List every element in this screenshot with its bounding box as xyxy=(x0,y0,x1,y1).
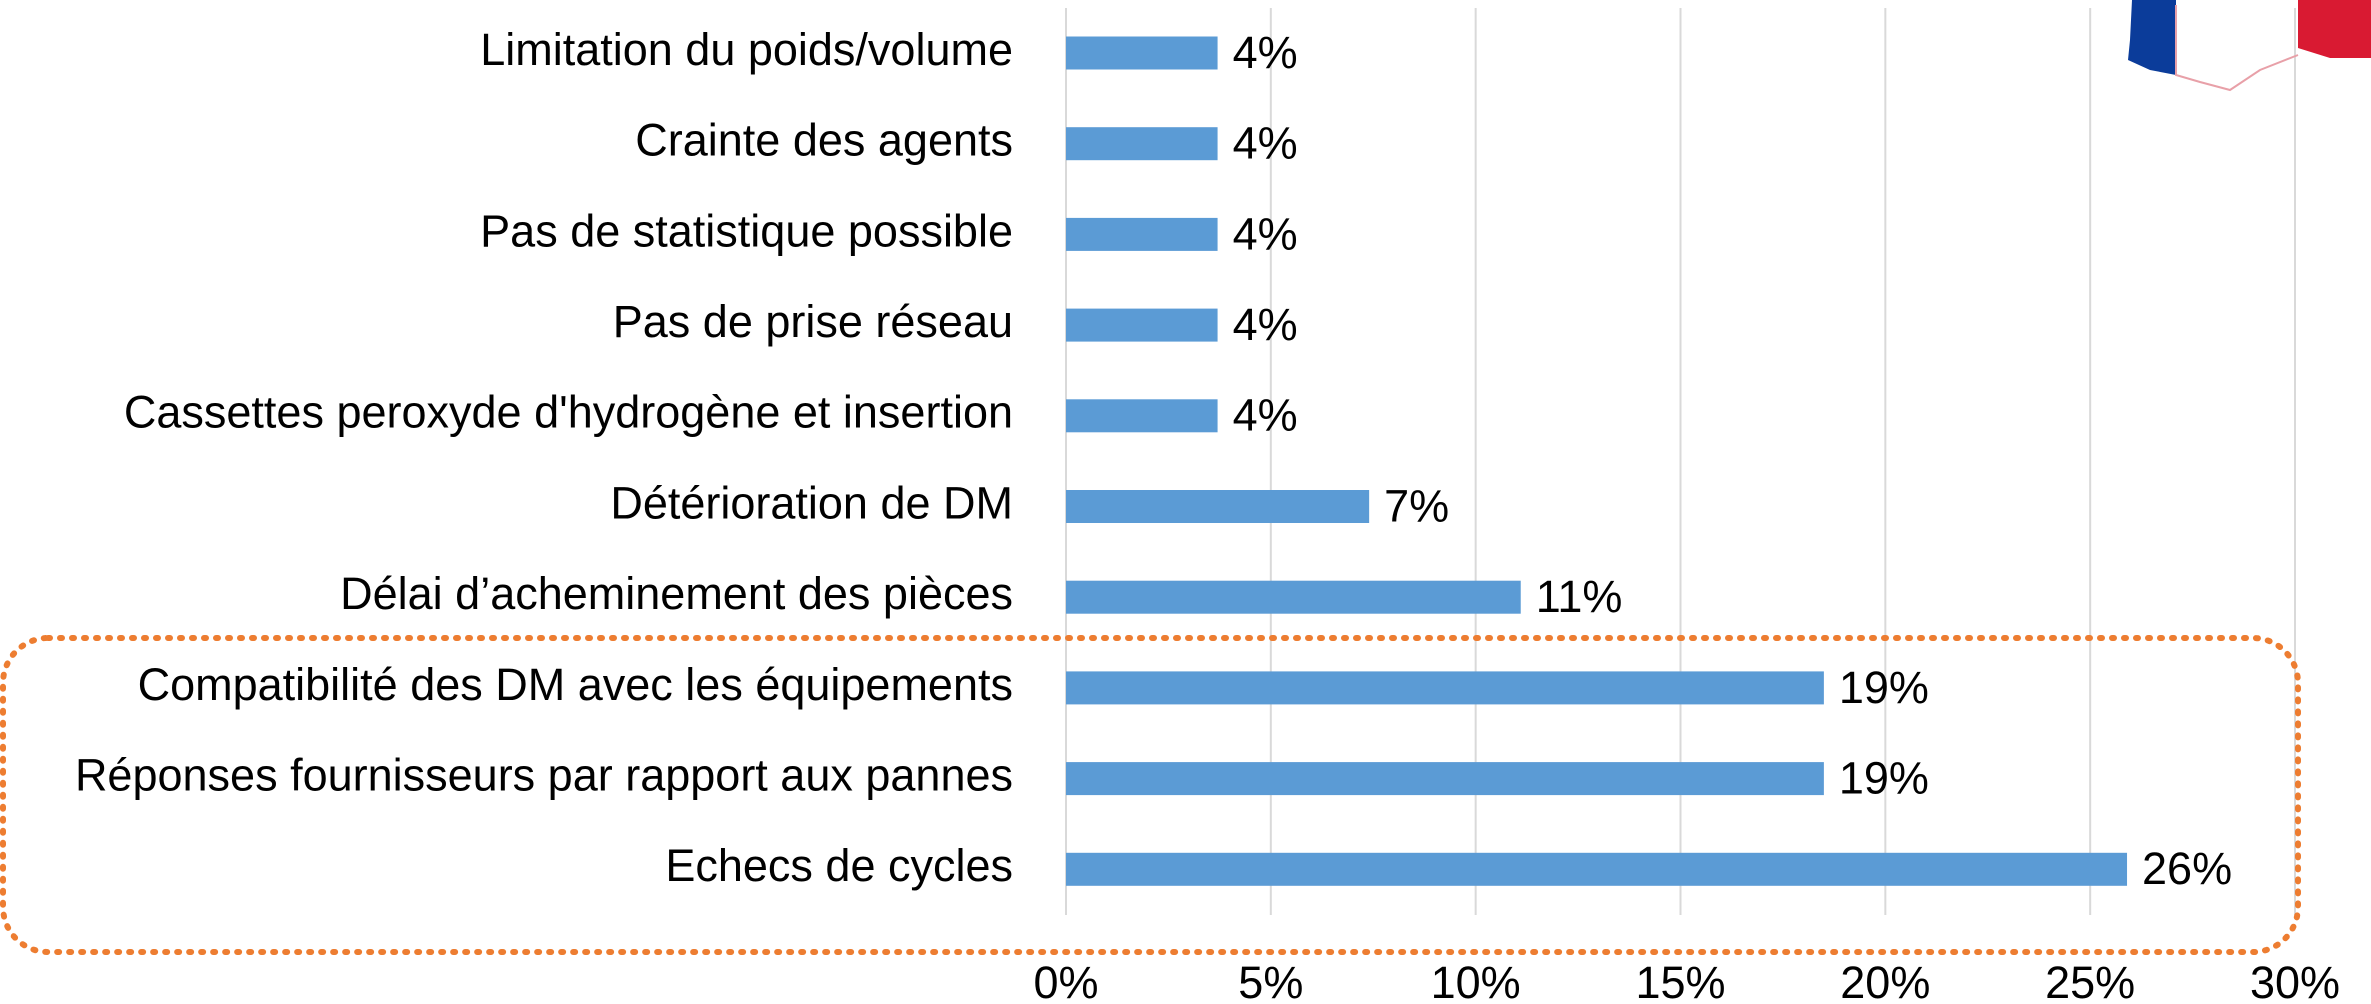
y-tick-label: Cassettes peroxyde d'hydrogène et insert… xyxy=(124,387,1013,438)
data-label: 11% xyxy=(1536,571,1623,622)
bar xyxy=(1066,217,1218,251)
data-label: 26% xyxy=(2142,843,2232,894)
data-label: 4% xyxy=(1233,27,1298,78)
y-tick-label: Délai d’acheminement des pièces xyxy=(340,568,1013,619)
data-label: 7% xyxy=(1384,480,1449,531)
x-tick-label: 10% xyxy=(1431,957,1521,1004)
flag-blue xyxy=(2128,0,2176,75)
x-tick-label: 0% xyxy=(1033,957,1098,1004)
bar xyxy=(1066,399,1218,433)
flag-outline xyxy=(2175,5,2299,92)
y-tick-label: Echecs de cycles xyxy=(665,840,1013,891)
bar xyxy=(1066,580,1521,614)
y-tick-label: Pas de prise réseau xyxy=(613,296,1013,347)
data-label: 19% xyxy=(1839,752,1929,803)
x-tick-label: 25% xyxy=(2045,957,2135,1004)
bar xyxy=(1066,852,2128,886)
data-label: 19% xyxy=(1839,662,1929,713)
data-label: 4% xyxy=(1233,299,1298,350)
y-tick-label: Pas de statistique possible xyxy=(480,205,1013,256)
flag-red xyxy=(2298,0,2371,58)
data-label: 4% xyxy=(1233,390,1298,441)
y-tick-label: Réponses fournisseurs par rapport aux pa… xyxy=(75,749,1013,800)
data-label: 4% xyxy=(1233,208,1298,259)
y-tick-label: Détérioration de DM xyxy=(610,477,1013,528)
bar xyxy=(1066,762,1824,796)
highlight-box xyxy=(0,635,2301,955)
data-label: 4% xyxy=(1233,118,1298,169)
x-tick-label: 30% xyxy=(2250,957,2340,1004)
x-tick-label: 15% xyxy=(1635,957,1725,1004)
bar xyxy=(1066,671,1824,705)
x-tick-label: 5% xyxy=(1238,957,1303,1004)
bar xyxy=(1066,490,1370,523)
bar xyxy=(1066,308,1218,342)
x-tick-label: 20% xyxy=(1840,957,1930,1004)
y-tick-label: Compatibilité des DM avec les équipement… xyxy=(138,659,1013,710)
y-tick-label: Limitation du poids/volume xyxy=(480,24,1013,75)
bar xyxy=(1066,36,1218,70)
bar xyxy=(1066,127,1218,161)
y-tick-label: Crainte des agents xyxy=(635,115,1013,166)
